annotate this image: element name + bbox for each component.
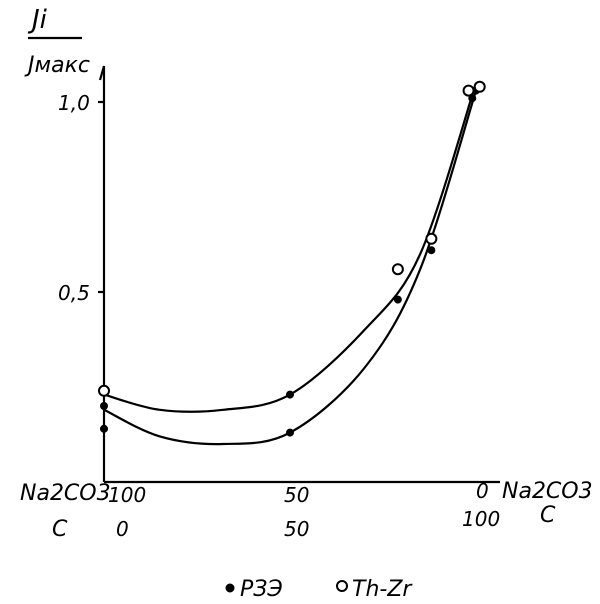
legend-marker-filled [226,584,234,592]
data-point-filled [287,429,294,436]
x-tick-top-label: 50 [284,483,309,507]
data-point-filled [101,425,108,432]
data-point-filled [101,403,108,410]
data-point-open [426,234,436,244]
y-tick-label: 0,5 [58,281,90,305]
y-label-denominator: Jмакс [24,53,90,78]
legend: РЗЭ Th-Zr [226,577,413,602]
data-point-filled [287,391,294,398]
data-point-open [99,386,109,396]
data-point-open [393,264,403,274]
data-point-filled [428,247,435,254]
series-curve-1 [104,83,476,412]
y-label-numerator: Ji [27,5,48,35]
right-axis-label-top: Na2CO3 [502,479,593,504]
y-tick-label: 1,0 [58,91,90,115]
data-point-filled [394,296,401,303]
x-tick-bottom-label: 0 [116,517,129,541]
x-tick-bottom-label: 50 [284,517,309,541]
left-axis-label-bottom: C [52,517,68,542]
right-axis-label-bottom: C [540,503,556,528]
data-points [99,82,485,436]
left-axis-label-top: Na2CO3 [20,481,111,506]
data-point-open [464,86,474,96]
legend-label: Th-Zr [352,577,413,602]
x-tick-top-label: 0 [476,479,489,503]
legend-label: РЗЭ [240,577,283,602]
data-point-open [475,82,485,92]
legend-marker-open [337,581,347,591]
x-tick-bottom-label: 100 [462,507,500,531]
x-tick-top-label: 100 [108,483,146,507]
curves [104,83,476,444]
